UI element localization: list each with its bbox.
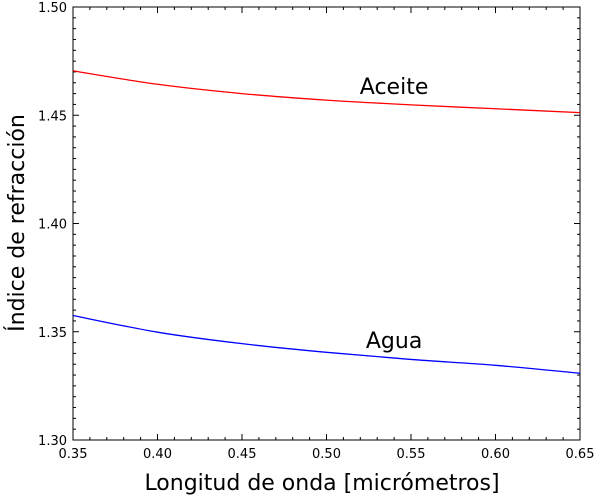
y-tick-label: 1.35 [38, 326, 67, 341]
x-tick-label: 0.55 [397, 447, 426, 462]
y-tick-label: 1.40 [38, 218, 67, 233]
x-tick-label: 0.35 [59, 447, 88, 462]
series-labels: Aceite Agua [360, 75, 429, 354]
plot-area [72, 6, 581, 441]
agua-series-line [72, 314, 581, 374]
x-tick-label: 0.40 [143, 447, 172, 462]
series-lines [72, 70, 581, 374]
aceite-series-line [72, 70, 581, 114]
y-tick-label: 1.50 [38, 1, 67, 16]
axis-ticks [72, 6, 581, 441]
agua-series-label: Agua [366, 329, 422, 354]
aceite-series-label: Aceite [360, 75, 429, 100]
y-tick-label: 1.45 [38, 109, 67, 124]
x-tick-label: 0.45 [228, 447, 257, 462]
x-tick-label: 0.50 [312, 447, 341, 462]
x-tick-label: 0.60 [481, 447, 510, 462]
y-axis-title: Índice de refracción [4, 114, 30, 332]
axis-tick-labels: 0.35 0.40 0.45 0.50 0.55 0.60 0.65 1.30 1.35 1.40… [38, 1, 594, 462]
x-tick-label: 0.65 [566, 447, 595, 462]
x-axis-title: Longitud de onda [micrómetros] [144, 471, 499, 496]
y-tick-label: 1.30 [38, 434, 67, 449]
